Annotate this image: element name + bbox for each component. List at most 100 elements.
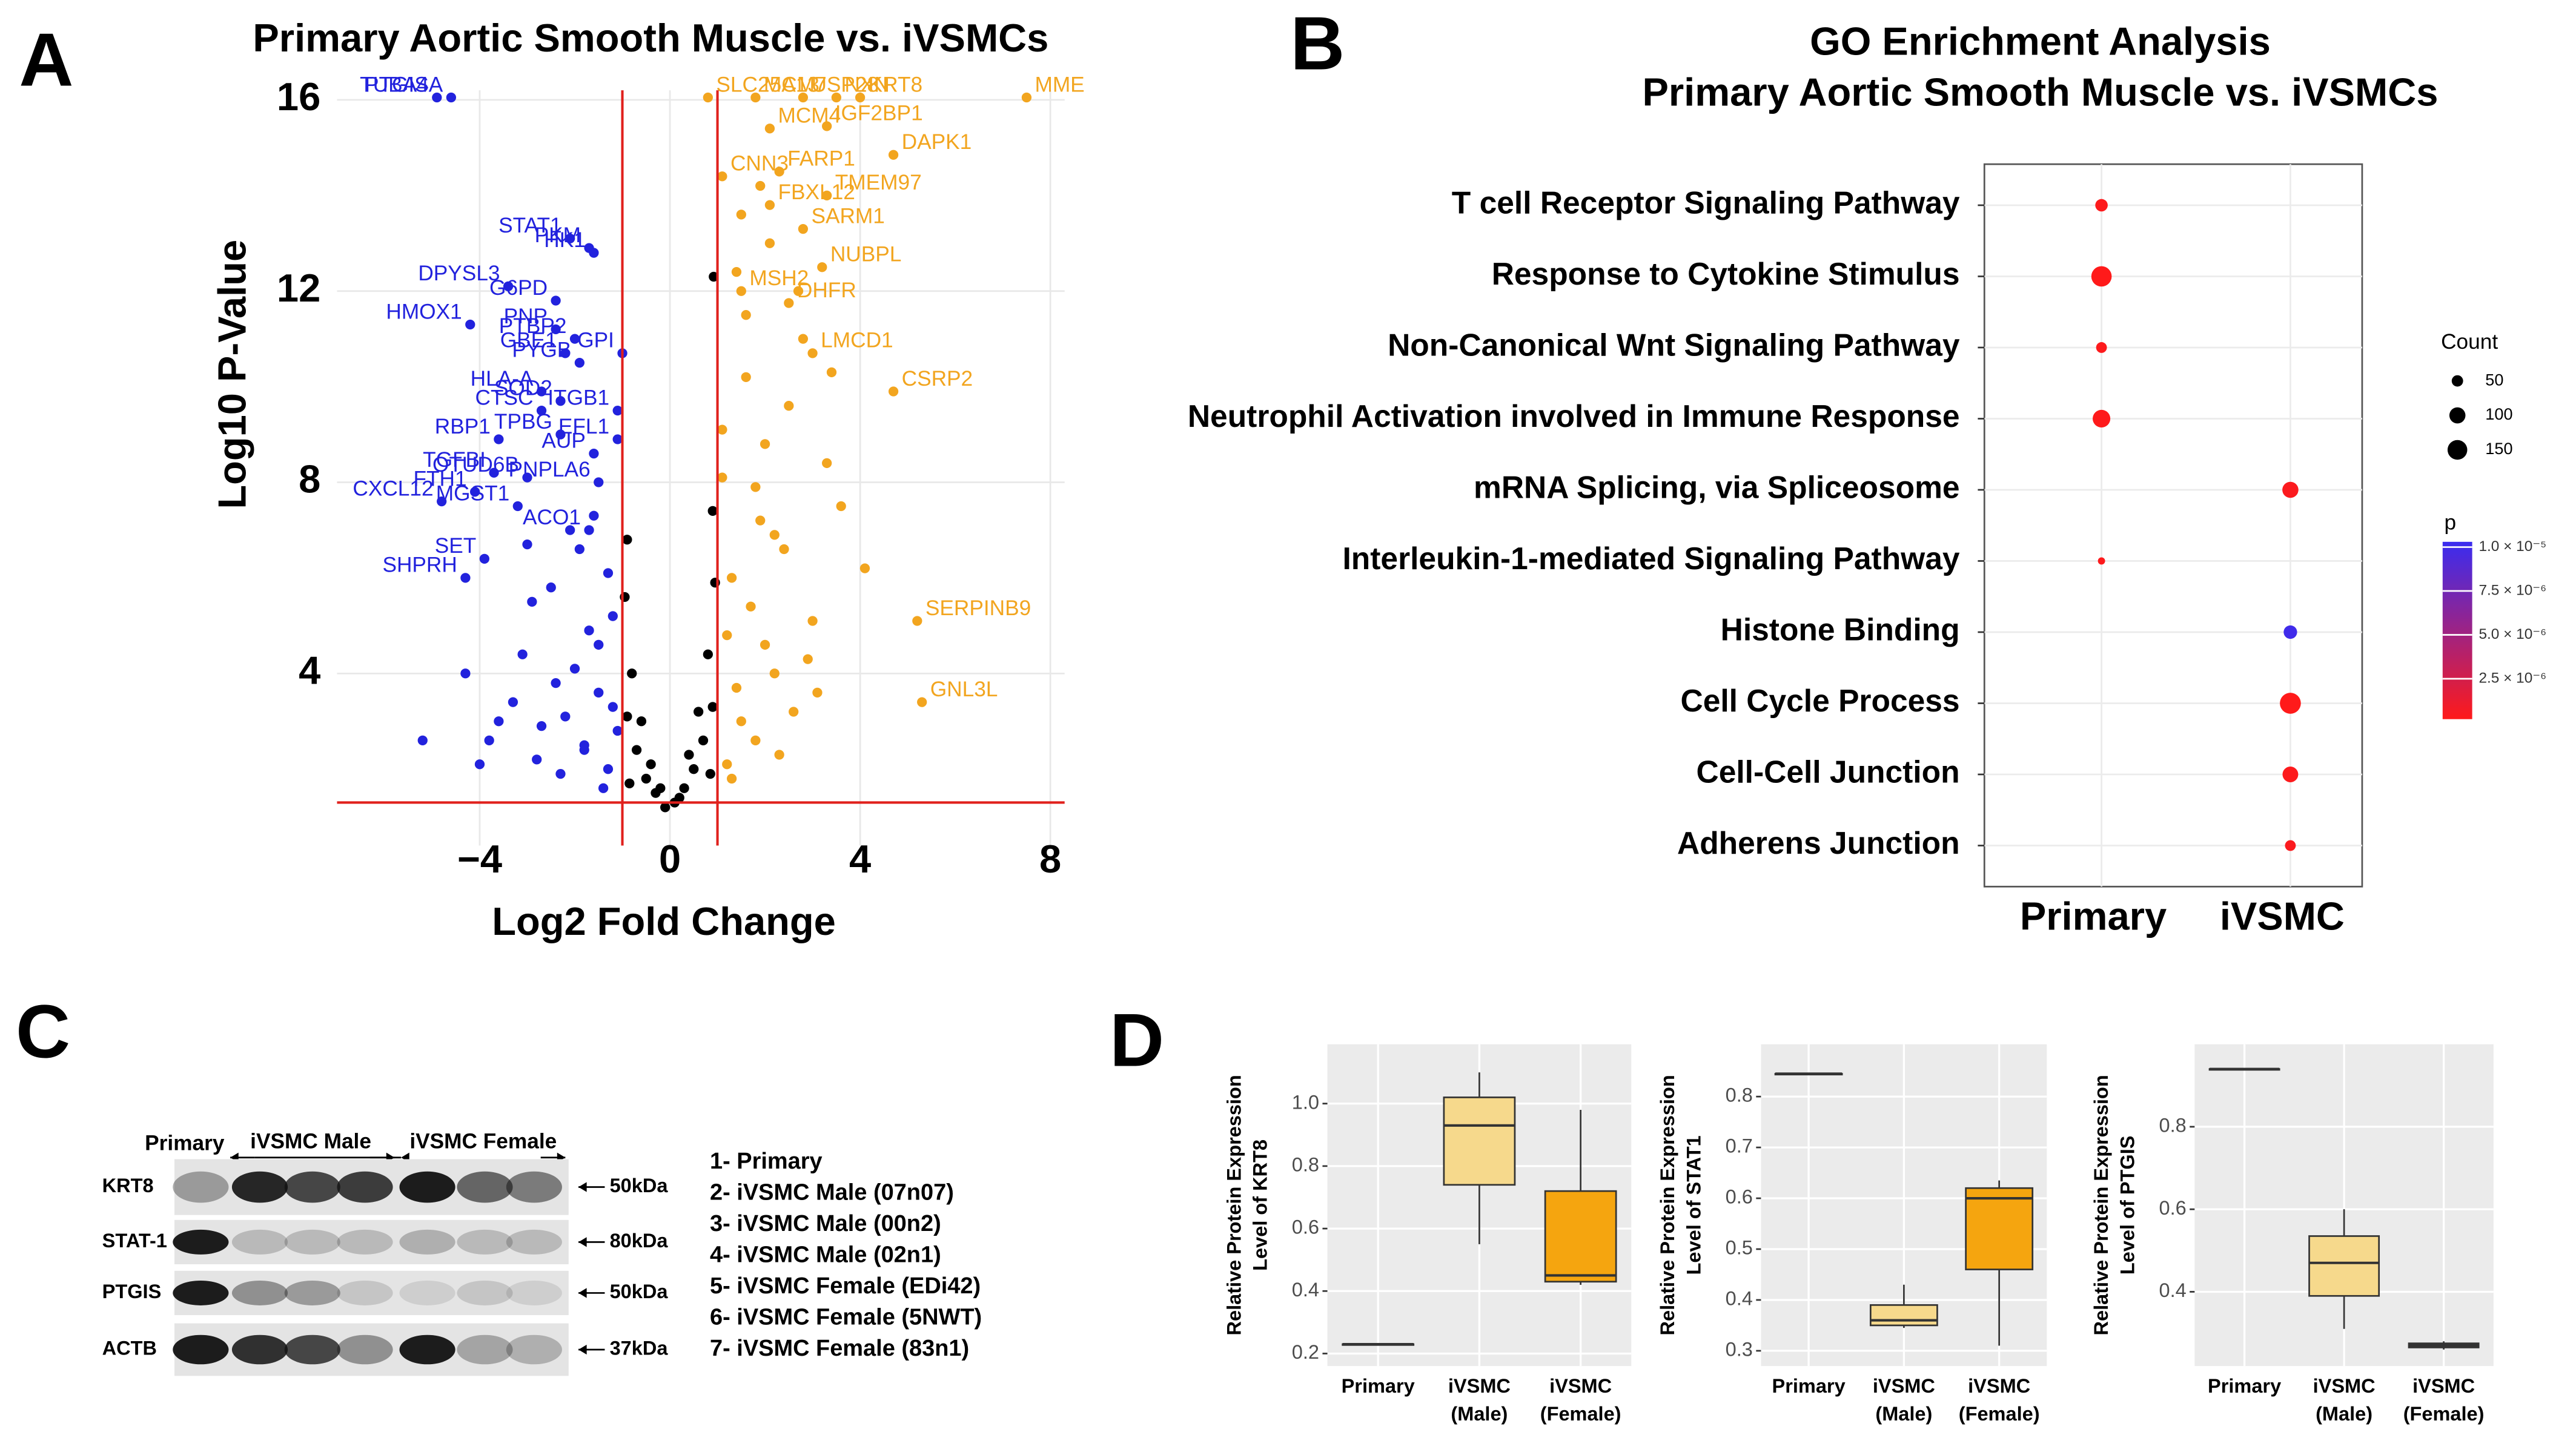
chart-title: Primary Aortic Smooth Muscle vs. iVSMCs (1642, 70, 2438, 114)
point-label: HK1 (544, 228, 586, 252)
band (399, 1229, 455, 1255)
point-label: KRT8 (869, 73, 922, 96)
point (622, 535, 632, 545)
point (555, 396, 566, 406)
y-tick-label: 16 (277, 74, 320, 119)
point (546, 582, 556, 593)
point-label: PNPLA6 (509, 458, 591, 481)
band (457, 1229, 513, 1255)
blot-strip (174, 1219, 569, 1264)
point (760, 439, 770, 449)
legend-label: 100 (2485, 404, 2512, 423)
point (460, 573, 471, 583)
point (551, 295, 561, 306)
point (798, 92, 809, 103)
point-label: ACO1 (523, 506, 581, 529)
point (746, 601, 756, 612)
point (741, 372, 751, 382)
x-tick-label: (Male) (2316, 1403, 2372, 1425)
dot (2282, 767, 2299, 782)
point (764, 238, 775, 248)
y-tick-label: 1.0 (1292, 1091, 1319, 1113)
box (1965, 1187, 2034, 1270)
point (707, 702, 718, 712)
legend-title: p (2445, 510, 2457, 534)
arrow-head (578, 1344, 587, 1355)
point (574, 358, 585, 368)
point-label: NUBPL (830, 243, 902, 266)
point (1021, 92, 1032, 103)
point-label: FBXL12 (778, 180, 855, 204)
lane-label: Primary (145, 1131, 225, 1155)
point-label: DHFR (797, 279, 856, 302)
key-entry: 7- iVSMC Female (83n1) (710, 1336, 969, 1361)
x-tick-label: Primary (1342, 1375, 1415, 1397)
x-tick-label: (Male) (1875, 1403, 1932, 1425)
point (764, 124, 775, 134)
point (831, 92, 841, 103)
band (173, 1334, 229, 1365)
point (489, 467, 499, 478)
point-label: ITGB1 (548, 386, 609, 409)
point (707, 506, 718, 516)
arrow-head (578, 1182, 587, 1192)
y-tick-label: 0.4 (1292, 1279, 1319, 1301)
x-tick-label: iVSMC (2313, 1375, 2376, 1397)
band (284, 1171, 340, 1203)
dot (2282, 481, 2299, 498)
point (705, 768, 715, 779)
legend-label: 50 (2485, 370, 2503, 389)
point (536, 386, 547, 397)
point (703, 649, 713, 659)
point (484, 735, 494, 745)
point (793, 286, 804, 296)
point (774, 750, 784, 760)
point (631, 745, 642, 755)
point-label: CXCL12 (353, 477, 433, 500)
point-label: SHPRH (382, 553, 457, 577)
y-tick-label: 0.6 (1726, 1186, 1753, 1208)
point (555, 429, 566, 440)
point-label: PNP (504, 305, 548, 328)
band (399, 1280, 455, 1305)
point-label: MSH2 (749, 266, 809, 290)
point-label: SET (435, 534, 477, 558)
dot (2283, 625, 2297, 639)
y-tick-label: Histone Binding (1721, 612, 1960, 647)
point (655, 783, 666, 793)
point-label: OTUD6B (432, 453, 519, 477)
point (698, 735, 709, 745)
x-tick-label: (Female) (1540, 1403, 1621, 1425)
y-tick-label: 0.8 (1726, 1084, 1753, 1106)
key-entry: 3- iVSMC Male (00n2) (710, 1211, 941, 1236)
point (517, 649, 528, 659)
y-tick-label: 0.3 (1726, 1339, 1753, 1361)
band (506, 1229, 562, 1255)
band (231, 1334, 288, 1365)
key-entry: 2- iVSMC Male (07n07) (710, 1179, 954, 1205)
point-label: GBE1 (500, 329, 557, 352)
point (494, 434, 504, 444)
point (717, 171, 727, 182)
band (337, 1171, 393, 1203)
point (917, 697, 927, 707)
point (750, 92, 761, 103)
point (736, 716, 746, 727)
legend-dot (2451, 375, 2463, 387)
point (512, 501, 523, 512)
point (822, 121, 832, 131)
point (784, 401, 794, 411)
point (508, 697, 518, 707)
point (437, 496, 447, 507)
point (812, 687, 823, 698)
band (337, 1280, 393, 1305)
x-tick-label: Primary (2208, 1375, 2281, 1397)
point (888, 386, 899, 397)
colorbar-label: 7.5 × 10⁻⁶ (2478, 582, 2546, 598)
protein-label: ACTB (102, 1338, 157, 1359)
x-axis-label: Log2 Fold Change (492, 899, 836, 943)
y-tick-label: Non-Canonical Wnt Signaling Pathway (1388, 328, 1960, 363)
point (722, 759, 732, 770)
box (1443, 1096, 1516, 1186)
